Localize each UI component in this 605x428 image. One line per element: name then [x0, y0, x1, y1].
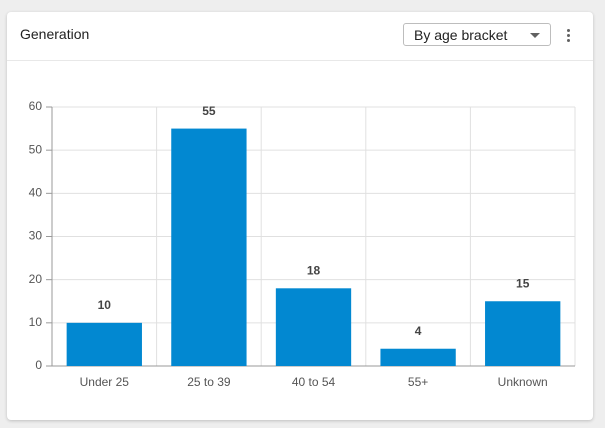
value-label: 55 — [202, 104, 216, 118]
bar — [380, 348, 456, 366]
bar — [485, 301, 561, 366]
divider — [7, 60, 593, 61]
y-tick-label: 40 — [29, 186, 43, 200]
card-title: Generation — [20, 26, 90, 42]
x-tick-label: 25 to 39 — [187, 375, 231, 389]
y-tick-label: 20 — [29, 272, 43, 286]
x-tick-label: 40 to 54 — [292, 375, 336, 389]
caret — [530, 33, 540, 38]
dropdown[interactable]: By age bracket — [403, 23, 551, 46]
y-tick-label: 30 — [29, 229, 43, 243]
x-tick-label: Under 25 — [80, 375, 130, 389]
value-label: 18 — [307, 263, 321, 277]
value-label: 15 — [516, 276, 530, 290]
bar — [171, 128, 247, 366]
y-tick-label: 0 — [35, 358, 42, 372]
bar — [275, 288, 352, 366]
menu-button[interactable] — [567, 29, 570, 44]
value-label: 10 — [98, 298, 112, 312]
value-label: 4 — [415, 324, 422, 338]
bar — [66, 322, 142, 366]
dropdown-label[interactable]: By age bracket — [414, 27, 508, 43]
x-tick-label: 55+ — [408, 375, 428, 389]
y-tick-label: 10 — [29, 315, 43, 329]
y-tick-label: 60 — [29, 99, 43, 113]
x-tick-label: Unknown — [498, 375, 548, 389]
y-tick-label: 50 — [29, 142, 43, 156]
